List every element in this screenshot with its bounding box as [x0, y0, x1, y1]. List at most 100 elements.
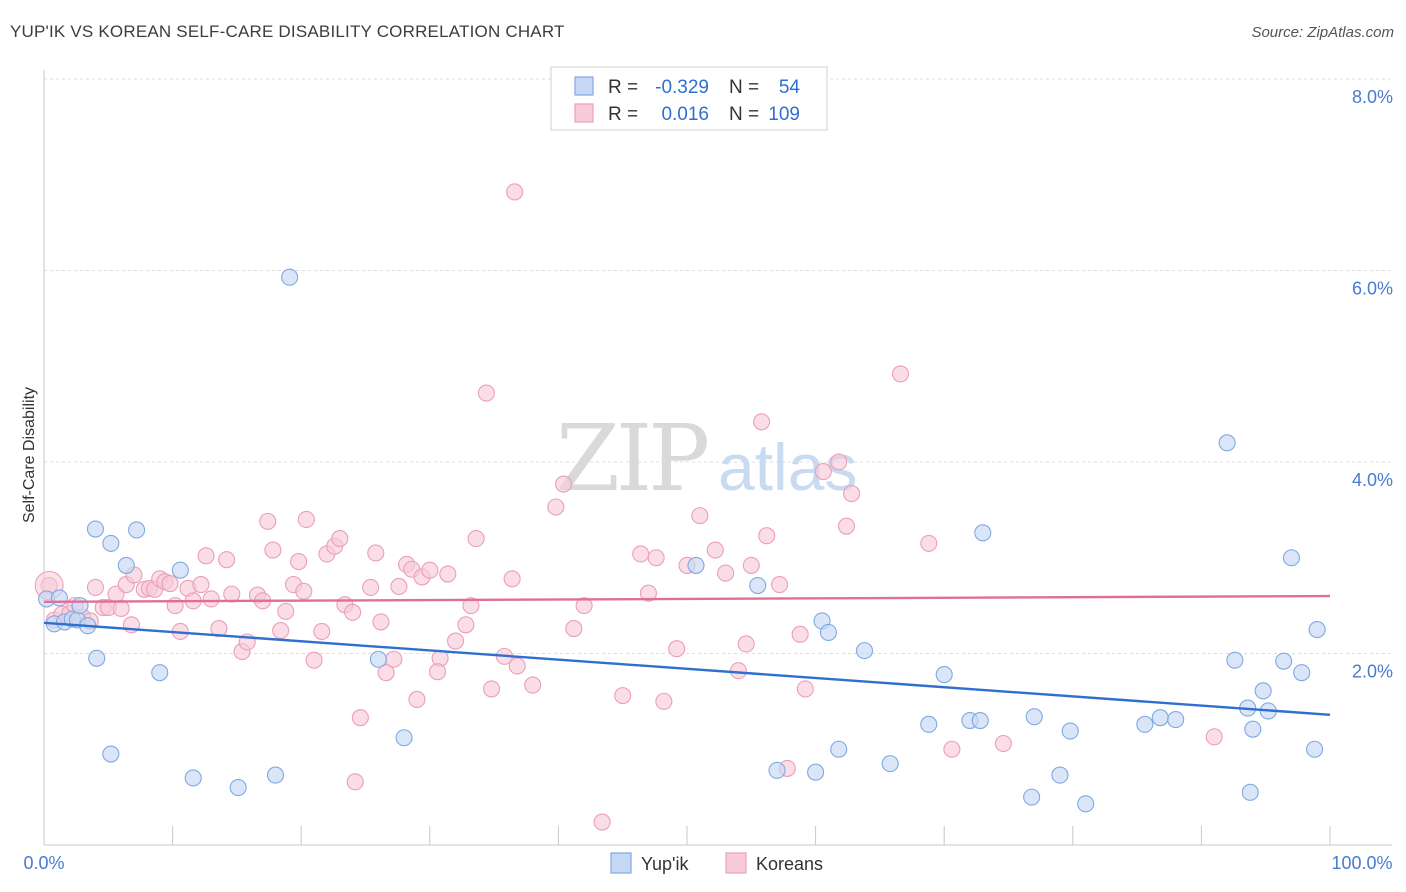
- koreans-point: [655, 692, 673, 710]
- koreans-point: [554, 475, 573, 493]
- yupik-point: [117, 556, 135, 574]
- koreans-point: [385, 650, 403, 668]
- yupik-point: [1293, 664, 1311, 682]
- koreans-point: [295, 582, 313, 600]
- koreans-trend-line: [43, 594, 1331, 603]
- koreans-point: [508, 657, 526, 675]
- yupik-point: [819, 623, 838, 641]
- koreans-point: [272, 621, 290, 640]
- yupik-point: [1023, 788, 1041, 806]
- koreans-point: [830, 453, 848, 471]
- koreans-point: [920, 534, 938, 552]
- koreans-point: [753, 413, 771, 431]
- koreans-point: [771, 576, 789, 594]
- koreans-point: [446, 632, 465, 650]
- y-tick-label: 8.0%: [1352, 87, 1393, 107]
- yupik-point: [102, 745, 120, 763]
- koreans-point: [377, 664, 395, 682]
- stats-legend: R = -0.329 N = 54 R = 0.016 N = 109: [550, 66, 828, 131]
- koreans-point: [202, 590, 220, 608]
- chart-title: YUP'IK VS KOREAN SELF-CARE DISABILITY CO…: [10, 22, 565, 41]
- koreans-point: [477, 384, 495, 402]
- yupik-trend-line: [43, 621, 1331, 716]
- koreans-point: [503, 570, 521, 588]
- yupik-point: [1218, 434, 1236, 452]
- koreans-point: [372, 613, 390, 631]
- koreans-point: [706, 541, 724, 559]
- koreans-point: [837, 517, 856, 535]
- series-legend: Yup'ik Koreans: [610, 852, 823, 874]
- koreans-point: [614, 687, 632, 705]
- watermark-zip: ZIP: [556, 405, 707, 512]
- koreans-point: [390, 577, 408, 596]
- koreans-point: [297, 510, 315, 529]
- koreans-point: [367, 544, 385, 562]
- yupik-point: [855, 642, 874, 660]
- x-tick-label-min: 0.0%: [23, 853, 64, 873]
- yupik-point: [266, 766, 285, 784]
- koreans-point: [742, 556, 760, 574]
- yupik-point: [687, 556, 705, 574]
- koreans-point: [467, 530, 485, 548]
- koreans-point: [632, 545, 650, 563]
- gridlines: [44, 78, 1392, 654]
- koreans-point: [408, 690, 426, 709]
- koreans-point: [737, 635, 755, 653]
- yupik-point: [971, 711, 989, 730]
- yupik-point: [102, 534, 120, 552]
- axes: [43, 70, 1392, 846]
- koreans-point: [943, 740, 961, 758]
- koreans-point: [218, 551, 236, 569]
- legend-r-label-yupik: R =: [608, 77, 638, 98]
- yupik-point: [86, 520, 104, 538]
- legend-n-value-koreans: 109: [768, 104, 800, 125]
- series-legend-swatch-yupik: [610, 852, 632, 874]
- yupik-point: [281, 268, 299, 286]
- koreans-point: [891, 365, 910, 383]
- legend-swatch-yupik: [574, 76, 594, 96]
- koreans-point: [647, 549, 665, 567]
- koreans-point: [428, 663, 447, 681]
- y-tick-labels: 2.0% 4.0% 6.0% 8.0%: [1352, 87, 1393, 682]
- koreans-point: [639, 584, 657, 602]
- legend-r-value-koreans: 0.016: [661, 104, 709, 125]
- yupik-point: [974, 524, 992, 542]
- stats-legend-box: [550, 66, 828, 131]
- koreans-point: [575, 597, 593, 615]
- legend-r-value-yupik: -0.329: [655, 77, 709, 98]
- koreans-point: [814, 463, 832, 481]
- yupik-point: [71, 597, 89, 615]
- yupik-point: [1226, 651, 1244, 669]
- koreans-point: [565, 620, 583, 638]
- koreans-point: [547, 498, 565, 516]
- yupik-point: [1244, 720, 1262, 738]
- yupik-point: [881, 755, 899, 773]
- y-axis-label: Self-Care Disability: [21, 387, 38, 523]
- y-tick-label: 6.0%: [1352, 279, 1393, 299]
- koreans-point: [994, 734, 1012, 753]
- koreans-point: [457, 616, 475, 634]
- yupik-point: [1241, 783, 1259, 801]
- yupik-point: [1077, 795, 1095, 813]
- source-credit: Source: ZipAtlas.com: [1251, 24, 1394, 41]
- legend-n-label-yupik: N =: [729, 77, 759, 98]
- yupik-point: [1051, 766, 1069, 784]
- yupik-point: [1306, 740, 1324, 758]
- legend-n-label-koreans: N =: [729, 104, 759, 125]
- koreans-point: [593, 813, 611, 831]
- yupik-point: [830, 740, 848, 758]
- koreans-point: [86, 578, 104, 596]
- yupik-point: [88, 649, 106, 667]
- koreans-point: [843, 485, 861, 503]
- yupik-point: [920, 715, 938, 733]
- koreans-point: [161, 575, 179, 593]
- legend-swatch-koreans: [574, 103, 594, 123]
- koreans-point: [668, 640, 686, 658]
- koreans-point: [264, 541, 282, 559]
- koreans-point: [192, 576, 210, 594]
- y-tick-label: 2.0%: [1352, 662, 1393, 682]
- koreans-point: [331, 530, 349, 548]
- koreans-point: [506, 183, 524, 201]
- koreans-point: [717, 564, 735, 582]
